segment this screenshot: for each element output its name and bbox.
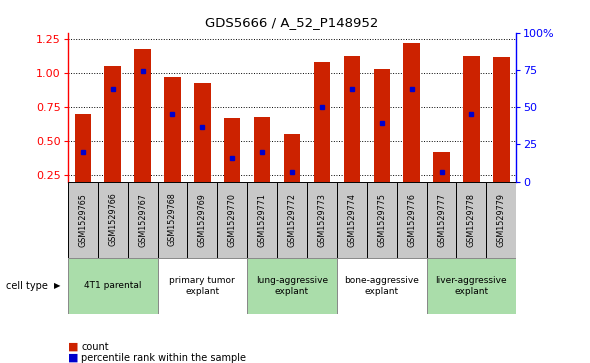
Title: GDS5666 / A_52_P148952: GDS5666 / A_52_P148952 (205, 16, 379, 29)
Bar (254, 117, 270, 182)
Bar (337, 182, 367, 258)
Bar (247, 258, 337, 314)
Text: 4T1 parental: 4T1 parental (84, 281, 142, 290)
Text: liver-aggressive
explant: liver-aggressive explant (435, 276, 507, 295)
Text: ■: ■ (68, 342, 79, 352)
Bar (224, 118, 241, 182)
Text: GSM1529765: GSM1529765 (78, 193, 87, 246)
Bar (463, 56, 480, 182)
Bar (135, 49, 151, 182)
Bar (188, 182, 217, 258)
Bar (307, 182, 337, 258)
Text: bone-aggressive
explant: bone-aggressive explant (345, 276, 419, 295)
Bar (493, 57, 510, 182)
Bar (74, 114, 91, 182)
Bar (457, 182, 486, 258)
Bar (164, 77, 181, 182)
Bar (367, 182, 396, 258)
Bar (427, 182, 457, 258)
Bar (427, 258, 516, 314)
Text: GSM1529777: GSM1529777 (437, 193, 446, 246)
Bar (337, 258, 427, 314)
Bar (158, 258, 247, 314)
Text: GSM1529766: GSM1529766 (108, 193, 117, 246)
Bar (314, 62, 330, 182)
Bar (343, 56, 360, 182)
Bar (404, 44, 420, 182)
Text: GSM1529773: GSM1529773 (317, 193, 326, 246)
Text: GSM1529779: GSM1529779 (497, 193, 506, 246)
Bar (396, 182, 427, 258)
Bar (127, 182, 158, 258)
Text: lung-aggressive
explant: lung-aggressive explant (256, 276, 328, 295)
Bar (277, 182, 307, 258)
Bar (194, 83, 211, 182)
Text: primary tumor
explant: primary tumor explant (169, 276, 235, 295)
Bar (373, 69, 390, 182)
Bar (284, 134, 300, 182)
Bar (68, 182, 98, 258)
Text: count: count (81, 342, 109, 352)
Bar (217, 182, 247, 258)
Bar (104, 66, 121, 182)
Text: GSM1529767: GSM1529767 (138, 193, 147, 246)
Bar (433, 152, 450, 182)
Bar (247, 182, 277, 258)
Text: cell type: cell type (6, 281, 48, 291)
Text: GSM1529770: GSM1529770 (228, 193, 237, 246)
Text: GSM1529778: GSM1529778 (467, 193, 476, 246)
Bar (68, 258, 158, 314)
Text: GSM1529768: GSM1529768 (168, 193, 177, 246)
Text: percentile rank within the sample: percentile rank within the sample (81, 352, 247, 363)
Text: ▶: ▶ (54, 281, 61, 290)
Text: GSM1529771: GSM1529771 (258, 193, 267, 246)
Bar (486, 182, 516, 258)
Text: GSM1529775: GSM1529775 (377, 193, 386, 246)
Text: GSM1529772: GSM1529772 (287, 193, 297, 246)
Text: GSM1529774: GSM1529774 (348, 193, 356, 246)
Text: GSM1529776: GSM1529776 (407, 193, 416, 246)
Bar (98, 182, 127, 258)
Text: GSM1529769: GSM1529769 (198, 193, 207, 246)
Bar (158, 182, 188, 258)
Text: ■: ■ (68, 352, 79, 363)
